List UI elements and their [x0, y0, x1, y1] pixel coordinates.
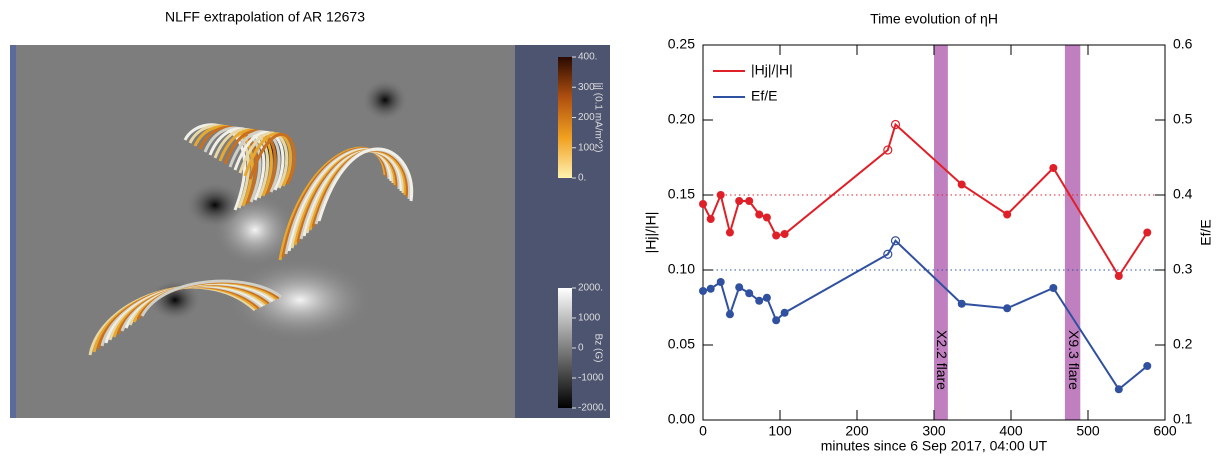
x-tick-label: 0: [699, 423, 707, 439]
series-line: [702, 122, 1149, 278]
legend-label: |Hj|/|H|: [751, 62, 793, 78]
positive-flux: [230, 260, 370, 340]
image-edge: [10, 45, 16, 418]
data-point: [706, 284, 715, 293]
y2-tick-label: 0.4: [1173, 186, 1193, 202]
data-point: [1049, 284, 1058, 292]
data-point: [762, 213, 771, 222]
data-point: [890, 236, 901, 246]
data-point: [1114, 272, 1123, 280]
data-point: [1003, 304, 1012, 313]
data-point: [762, 293, 771, 302]
data-point: [883, 145, 893, 155]
colorbar-tick-label: -1000: [578, 373, 604, 384]
data-point: [957, 180, 966, 189]
y2-tick-label: 0.5: [1173, 111, 1193, 127]
data-point: [1114, 385, 1123, 394]
data-point: [883, 249, 893, 259]
data-point: [735, 197, 744, 205]
data-point: [772, 231, 781, 240]
field-line: [140, 279, 282, 317]
x-tick-label: 300: [922, 423, 946, 439]
colorbar: [558, 288, 572, 408]
data-point: [1143, 362, 1152, 370]
y2-tick-label: 0.6: [1173, 36, 1193, 52]
colorbar-tick-label: 200: [578, 112, 595, 123]
colorbar-tick-label: 1000: [578, 313, 601, 324]
field-line: [243, 132, 293, 187]
data-point: [1143, 228, 1152, 237]
y-tick-label: 0.00: [668, 411, 695, 427]
colorbar-label: Bz (G): [592, 334, 603, 363]
colorbar-label: |j| (0.1 mA/m^2): [592, 83, 603, 153]
field-line: [248, 133, 296, 185]
y-tick-label: 0.15: [668, 186, 695, 202]
x-tick-label: 100: [768, 423, 792, 439]
colorbar-tick-label: 2000.: [578, 283, 603, 294]
y2-tick-label: 0.1: [1173, 411, 1193, 427]
data-point: [755, 210, 764, 219]
colorbar-tick-label: 0.: [578, 173, 586, 184]
colorbar-tick-label: 400.: [578, 52, 597, 63]
colorbar: [558, 57, 572, 178]
y-tick-label: 0.20: [668, 111, 695, 127]
colorbar-tick-label: 100: [578, 142, 595, 153]
plot: Time evolution of ηH X2.2 flare X9.3 flare…: [643, 11, 1214, 454]
data-point: [1003, 210, 1012, 219]
y-axis-label: |Hj|/|H|: [643, 212, 659, 254]
data-point: [745, 197, 754, 205]
data-point: [725, 310, 734, 319]
data-point: [890, 119, 901, 130]
y2-axis-label: Ef/E: [1198, 219, 1214, 245]
negative-flux: [363, 80, 407, 120]
data-point: [706, 215, 715, 223]
field-lines: [88, 123, 414, 356]
legend-label: Ef/E: [751, 88, 777, 104]
x-tick-label: 400: [999, 423, 1023, 439]
colorbar-tick-label: 300: [578, 82, 595, 93]
data-point: [957, 299, 966, 308]
flare-label: X2.2 flare: [934, 330, 950, 390]
flare-span: [1064, 45, 1081, 420]
colorbar-tick-label: 0: [578, 343, 584, 354]
data-point: [716, 278, 725, 286]
x-axis-label: minutes since 6 Sep 2017, 04:00 UT: [821, 438, 1048, 454]
panel-title: NLFF extrapolation of AR 12673: [165, 9, 365, 25]
data-point: [780, 230, 789, 238]
data-point: [780, 308, 789, 317]
y2-tick-label: 0.2: [1173, 336, 1193, 352]
data-point: [725, 228, 734, 237]
chart-title: Time evolution of ηH: [870, 11, 998, 27]
x-tick-label: 600: [1153, 423, 1177, 439]
data-point: [699, 287, 707, 295]
y-tick-label: 0.25: [668, 36, 695, 52]
y-tick-label: 0.05: [668, 336, 695, 352]
field-line: [317, 147, 414, 222]
data-point: [745, 289, 754, 298]
x-tick-label: 200: [845, 423, 869, 439]
data-point: [772, 316, 781, 325]
flare-span: [934, 45, 948, 420]
data-point: [699, 200, 707, 208]
colorbar-tick-label: -2000.: [578, 403, 606, 414]
x-tick-label: 500: [1076, 423, 1100, 439]
data-point: [716, 191, 725, 199]
y2-tick-label: 0.3: [1173, 261, 1193, 277]
negative-flux: [187, 183, 243, 227]
colorbars: 400. 300 200 100 0. |j| (0.1 mA/m^2) 2000. 1000…: [558, 52, 606, 414]
flare-label: X9.3 flare: [1066, 330, 1082, 390]
magnetogram: [10, 45, 610, 418]
data-point: [755, 296, 764, 305]
data-point: [735, 283, 744, 292]
data-point: [1049, 164, 1058, 172]
y-tick-label: 0.10: [668, 261, 695, 277]
